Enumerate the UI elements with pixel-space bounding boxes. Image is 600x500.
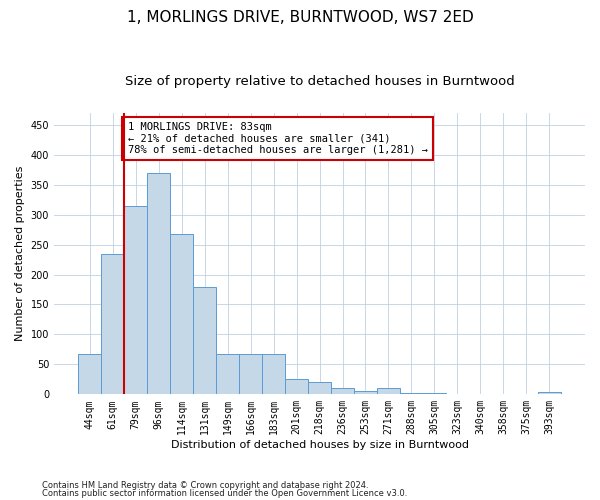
- Bar: [400, 392, 423, 394]
- X-axis label: Distribution of detached houses by size in Burntwood: Distribution of detached houses by size …: [170, 440, 469, 450]
- Bar: [377, 388, 400, 394]
- Bar: [262, 354, 285, 395]
- Bar: [78, 354, 101, 395]
- Bar: [147, 172, 170, 394]
- Bar: [285, 380, 308, 394]
- Text: 1, MORLINGS DRIVE, BURNTWOOD, WS7 2ED: 1, MORLINGS DRIVE, BURNTWOOD, WS7 2ED: [127, 10, 473, 25]
- Bar: [216, 354, 239, 395]
- Title: Size of property relative to detached houses in Burntwood: Size of property relative to detached ho…: [125, 75, 514, 88]
- Text: Contains public sector information licensed under the Open Government Licence v3: Contains public sector information licen…: [42, 488, 407, 498]
- Bar: [331, 388, 354, 394]
- Text: Contains HM Land Registry data © Crown copyright and database right 2024.: Contains HM Land Registry data © Crown c…: [42, 481, 368, 490]
- Bar: [193, 286, 216, 395]
- Bar: [423, 393, 446, 394]
- Bar: [170, 234, 193, 394]
- Bar: [124, 206, 147, 394]
- Bar: [538, 392, 561, 394]
- Text: 1 MORLINGS DRIVE: 83sqm
← 21% of detached houses are smaller (341)
78% of semi-d: 1 MORLINGS DRIVE: 83sqm ← 21% of detache…: [128, 122, 428, 155]
- Bar: [308, 382, 331, 394]
- Y-axis label: Number of detached properties: Number of detached properties: [15, 166, 25, 341]
- Bar: [101, 254, 124, 394]
- Bar: [239, 354, 262, 395]
- Bar: [354, 390, 377, 394]
